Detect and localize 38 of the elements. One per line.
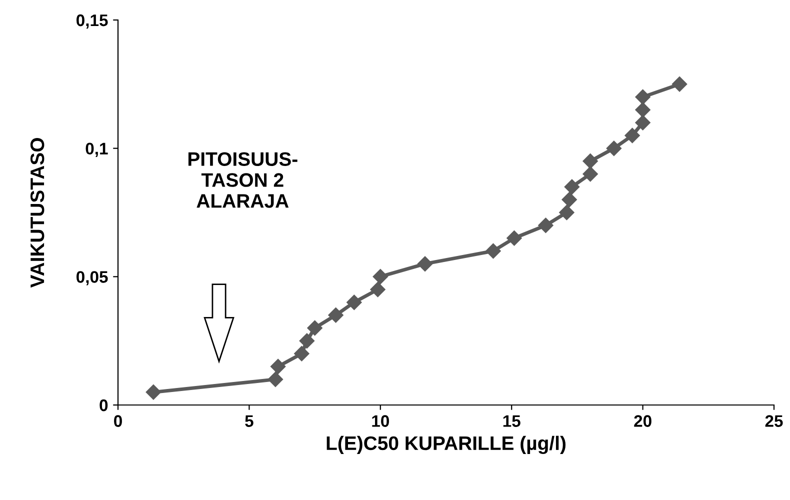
y-tick-label: 0,1 <box>86 142 108 157</box>
point <box>370 282 386 298</box>
point <box>270 358 286 374</box>
point <box>635 102 650 118</box>
point <box>635 115 650 130</box>
point <box>624 128 640 144</box>
x-tick-label: 0 <box>114 415 122 427</box>
point <box>506 230 522 246</box>
point <box>559 204 574 220</box>
x-tick-label: 20 <box>634 415 652 427</box>
y-tick-label: 0,15 <box>76 14 108 29</box>
point <box>582 166 598 182</box>
x-tick-label: 25 <box>765 415 783 427</box>
point <box>294 346 310 362</box>
point <box>346 294 362 310</box>
point <box>268 372 284 387</box>
x-tick-label: 5 <box>245 415 254 427</box>
x-tick-label: 15 <box>503 415 520 427</box>
point <box>538 218 554 233</box>
point <box>635 89 650 105</box>
point <box>417 256 433 272</box>
point <box>328 308 344 323</box>
point <box>672 76 688 92</box>
point <box>564 179 580 194</box>
point <box>562 192 577 208</box>
point <box>146 384 161 400</box>
point <box>299 333 314 348</box>
x-tick-label: 10 <box>372 415 389 427</box>
point <box>372 269 388 284</box>
point <box>486 243 501 259</box>
point <box>307 320 322 336</box>
annotation: PITOISUUS- TASON 2 ALARAJA <box>188 152 298 208</box>
point <box>606 140 622 156</box>
point <box>582 154 598 169</box>
y-tick-label: 0 <box>100 399 108 412</box>
x-axis-title: L(E)C50 KUPARILLE (µg/l) <box>326 436 566 454</box>
y-tick-label: 0,05 <box>76 271 108 286</box>
y-axis-title: VAIKUTUSTASO <box>30 138 44 288</box>
